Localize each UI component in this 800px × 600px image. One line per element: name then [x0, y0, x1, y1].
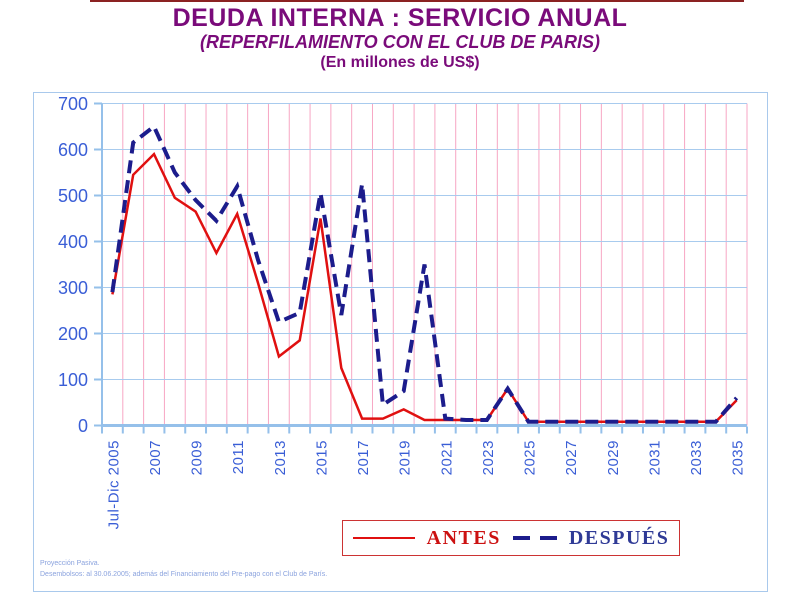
svg-text:2031: 2031 [646, 440, 663, 475]
svg-text:2015: 2015 [313, 440, 330, 475]
chart-frame [33, 92, 768, 592]
svg-text:2033: 2033 [688, 440, 705, 475]
legend-antes-label: ANTES [426, 526, 501, 549]
svg-text:700: 700 [58, 94, 88, 114]
svg-text:300: 300 [58, 278, 88, 298]
axes [101, 103, 747, 427]
chart-header: DEUDA INTERNA : SERVICIO ANUAL (REPERFIL… [0, 4, 800, 72]
svg-text:600: 600 [58, 140, 88, 160]
svg-text:200: 200 [58, 324, 88, 344]
top-divider [90, 0, 744, 2]
svg-text:Jul-Dic 2005: Jul-Dic 2005 [105, 440, 122, 529]
svg-text:2025: 2025 [522, 440, 539, 475]
x-tick-labels: Jul-Dic 2005 2007 2009 2011 2013 2015 2017 2019… [105, 440, 746, 529]
svg-text:2009: 2009 [189, 440, 206, 475]
x-gridlines [122, 103, 748, 426]
svg-text:500: 500 [58, 186, 88, 206]
chart-subtitle: (REPERFILAMIENTO CON EL CLUB DE PARIS) [199, 32, 601, 52]
svg-text:2023: 2023 [480, 440, 497, 475]
footnotes: Proyección Pasiva. Desembolsos: al 30.06… [40, 558, 327, 580]
svg-text:2007: 2007 [147, 440, 164, 475]
svg-text:2027: 2027 [563, 440, 580, 475]
footnote-line-2: Desembolsos: al 30.06.2005; además del F… [40, 571, 328, 578]
svg-text:2013: 2013 [272, 440, 289, 475]
chart-title: DEUDA INTERNA : SERVICIO ANUAL [172, 4, 628, 32]
svg-text:2021: 2021 [438, 440, 455, 475]
y-tick-labels: 0 100 200 300 400 500 600 700 [58, 94, 88, 436]
legend-antes-sample-line [352, 537, 415, 539]
legend-despues-sample-line [512, 536, 557, 540]
chart-units-label: (En millones de US$) [320, 54, 480, 71]
despues-series-line [110, 123, 739, 424]
legend-despues-label: DESPUÉS [568, 526, 670, 549]
svg-text:100: 100 [58, 370, 88, 390]
axis-ticks [94, 102, 748, 434]
svg-text:400: 400 [58, 232, 88, 252]
y-gridlines [102, 103, 747, 380]
svg-text:2035: 2035 [730, 440, 747, 475]
svg-text:0: 0 [78, 416, 88, 436]
footnote-line-1: Proyección Pasiva. [40, 560, 100, 567]
svg-text:2017: 2017 [355, 440, 372, 475]
chart-legend: ANTES DESPUÉS [342, 520, 680, 556]
svg-text:2019: 2019 [397, 440, 414, 475]
svg-text:2011: 2011 [230, 440, 247, 474]
svg-text:2029: 2029 [605, 440, 622, 475]
